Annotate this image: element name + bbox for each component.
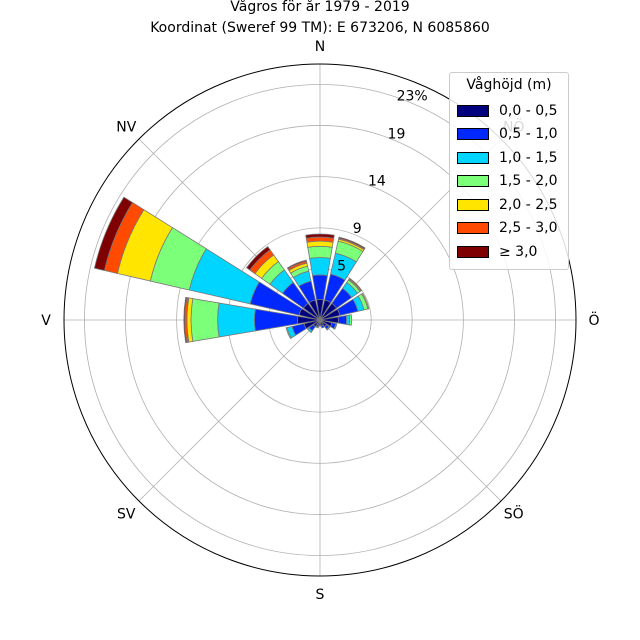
direction-label-V: V (41, 313, 51, 329)
radial-tick-label: 19 (388, 126, 406, 142)
legend-item: ≥ 3,0 (450, 240, 568, 264)
legend-swatch (457, 104, 489, 117)
legend-swatch (457, 151, 489, 164)
legend-item: 1,0 - 1,5 (450, 146, 568, 170)
rose-bar-22.5-6 (338, 236, 366, 250)
rose-bar-67.5-4 (361, 292, 370, 310)
rose-bar-270-3 (190, 298, 220, 342)
legend-label: 0,0 - 0,5 (499, 102, 558, 119)
direction-label-SÖ: SÖ (504, 505, 524, 523)
legend-swatch (457, 198, 489, 211)
direction-label-NV: NV (116, 119, 136, 135)
rose-bar-292.5-6 (93, 196, 134, 271)
rose-bar-270-6 (183, 296, 188, 344)
rose-bar-225-2 (306, 327, 313, 334)
rose-bar-157.5-1 (320, 324, 325, 329)
rose-bar-202.5-2 (315, 325, 319, 329)
legend-item: 1,5 - 2,0 (450, 170, 568, 194)
rose-bar-315-6 (246, 246, 271, 271)
legend-swatch (457, 175, 489, 188)
legend-item: 0,5 - 1,0 (450, 123, 568, 147)
legend-title: Våghöjd (m) (466, 77, 552, 93)
rose-bar-135-2 (325, 325, 331, 331)
legend-item: 2,5 - 3,0 (450, 217, 568, 241)
rose-bar-0-3 (307, 245, 333, 259)
legend-swatch (457, 245, 489, 258)
rose-bar-337.5-6 (286, 259, 307, 270)
chart-subtitle: Koordinat (Sweref 99 TM): E 673206, N 60… (150, 20, 490, 36)
outer-circle (63, 63, 577, 577)
radial-tick-label: 23% (397, 88, 428, 104)
rose-bar-90-1 (337, 315, 348, 325)
legend-item: 0,0 - 0,5 (450, 99, 568, 123)
rose-bar-270-2 (217, 302, 256, 338)
radial-tick-label: 14 (368, 174, 386, 190)
rose-bar-0-6 (305, 233, 335, 239)
legend-label: 0,5 - 1,0 (499, 126, 558, 143)
legend: Våghöjd (m) 0,0 - 0,5 0,5 - 1,0 1,0 - 1,5 1… (449, 72, 569, 270)
rose-bar-45-5 (348, 277, 363, 292)
direction-label-N: N (315, 39, 325, 55)
rose-bar-112.5-2 (333, 323, 338, 330)
legend-label: 2,0 - 2,5 (499, 196, 558, 213)
direction-label-SV: SV (117, 507, 136, 523)
legend-swatch (457, 222, 489, 235)
rose-bar-247.5-3 (285, 327, 292, 340)
legend-item: 2,0 - 2,5 (450, 193, 568, 217)
grid-spoke (138, 319, 321, 502)
grid-spoke (319, 319, 502, 502)
legend-swatch (457, 128, 489, 141)
radial-tick-label: 5 (337, 259, 346, 275)
radial-tick-label: 9 (353, 221, 362, 237)
legend-label: 1,0 - 1,5 (499, 149, 558, 166)
rose-bar-0-2 (309, 257, 331, 277)
legend-label: ≥ 3,0 (499, 243, 538, 260)
direction-label-Ö: Ö (588, 311, 599, 329)
direction-label-S: S (316, 587, 325, 603)
chart-title: Vågros för år 1979 - 2019 (230, 0, 410, 15)
rose-bar-180-1 (318, 324, 322, 327)
legend-label: 2,5 - 3,0 (499, 220, 558, 237)
legend-label: 1,5 - 2,0 (499, 173, 558, 190)
rose-bar-90-3 (348, 314, 353, 326)
